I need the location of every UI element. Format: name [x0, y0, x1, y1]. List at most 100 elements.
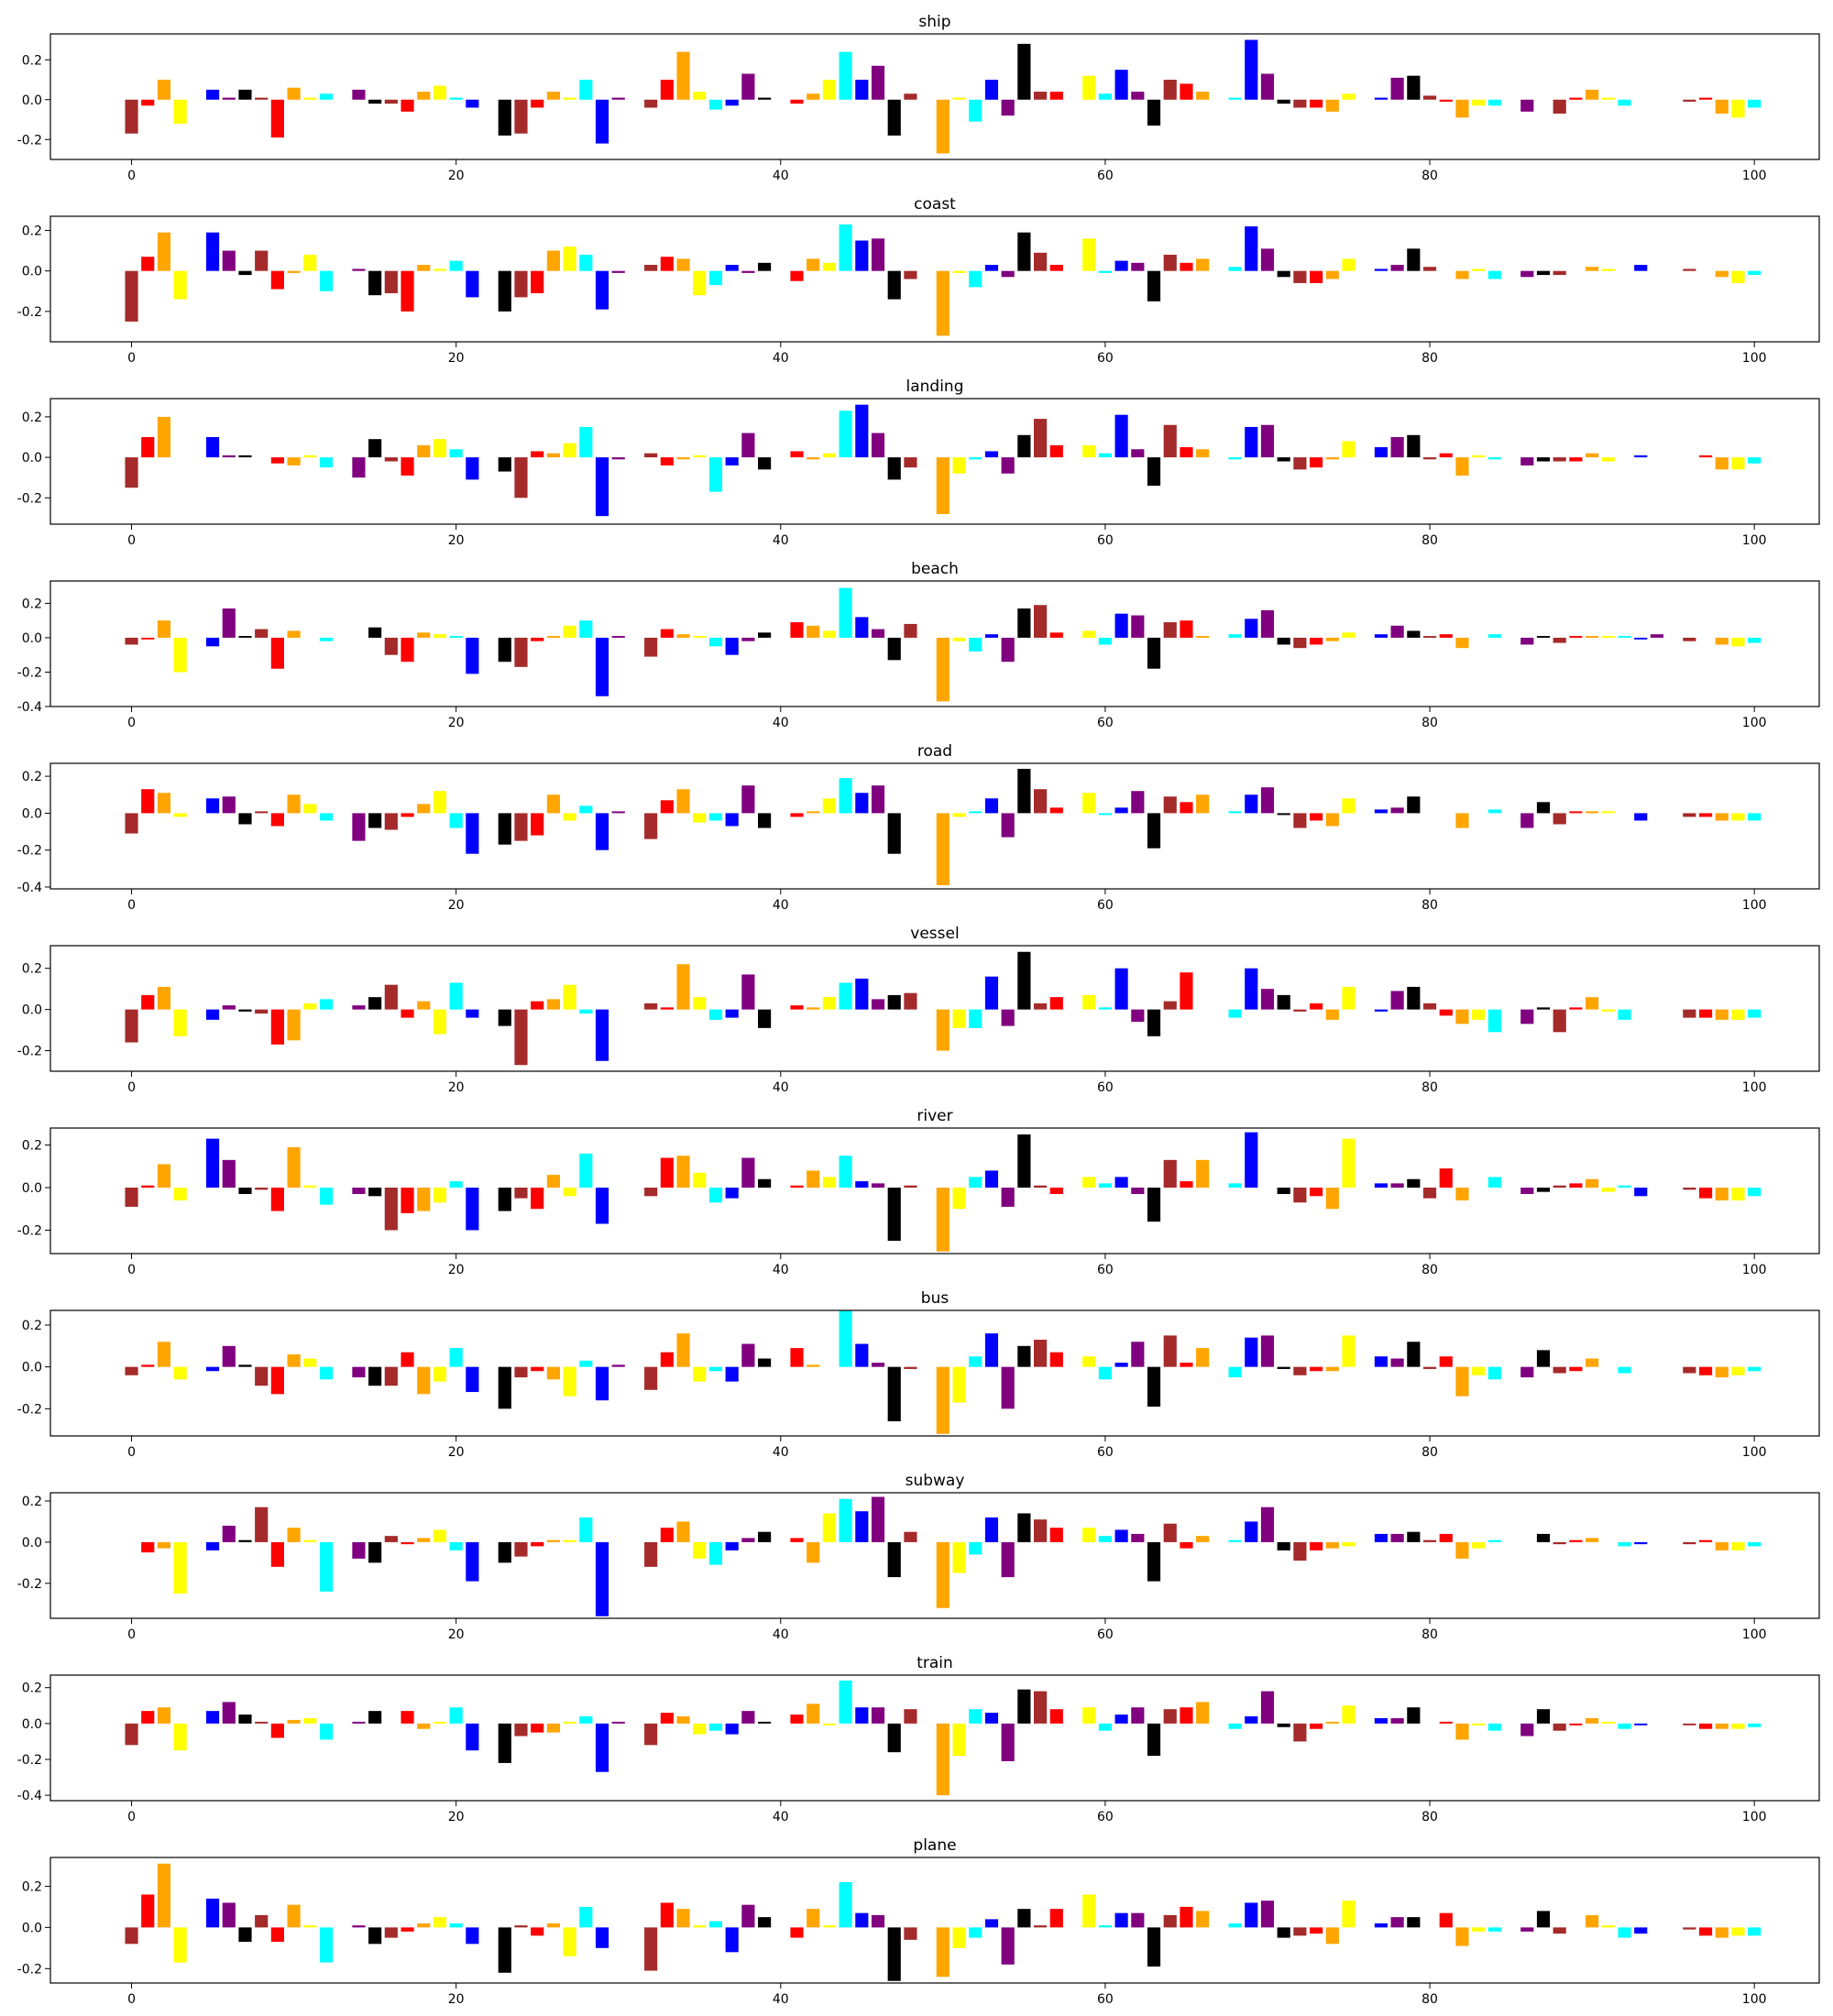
bar-bus-21 — [466, 1366, 479, 1393]
bar-river-20 — [449, 1181, 463, 1189]
bar-beach-57 — [1049, 632, 1063, 638]
x-tick-label: 0 — [127, 1263, 136, 1277]
bar-ship-91 — [1601, 97, 1615, 100]
bar-subway-78 — [1390, 1533, 1404, 1542]
bar-subway-18 — [417, 1538, 431, 1542]
bar-plane-90 — [1586, 1914, 1599, 1928]
bar-vessel-42 — [807, 1007, 820, 1010]
bar-ship-64 — [1163, 80, 1177, 100]
y-tick-label: -0.2 — [17, 844, 42, 859]
bar-road-70 — [1260, 787, 1275, 814]
x-tick-label: 0 — [127, 1992, 136, 2007]
bar-river-15 — [368, 1188, 382, 1197]
bar-river-18 — [417, 1188, 431, 1211]
subplot-plane: plane -0.2 0.0 0.2 0 20 40 60 80 100 — [17, 1836, 1820, 2007]
bar-coast-75 — [1342, 258, 1356, 271]
bar-road-77 — [1374, 809, 1388, 814]
bar-plane-65 — [1180, 1906, 1193, 1928]
bar-ship-14 — [352, 89, 366, 100]
bar-landing-36 — [708, 457, 723, 492]
bar-train-32 — [644, 1723, 658, 1746]
y-tick-label: 0.0 — [22, 631, 42, 646]
bar-bus-65 — [1180, 1363, 1193, 1367]
bar-river-37 — [725, 1188, 739, 1199]
bar-ship-100 — [1748, 99, 1762, 108]
bar-vessel-99 — [1731, 1009, 1745, 1020]
bar-subway-48 — [904, 1531, 917, 1542]
bar-plane-57 — [1049, 1909, 1063, 1928]
bar-ship-12 — [319, 93, 334, 100]
bar-train-24 — [514, 1723, 528, 1737]
bar-road-11 — [303, 804, 317, 814]
bar-plane-47 — [887, 1927, 901, 1981]
bar-vessel-6 — [222, 1005, 236, 1010]
bar-vessel-75 — [1342, 986, 1356, 1010]
bar-coast-60 — [1098, 270, 1112, 273]
bar-road-18 — [417, 804, 431, 814]
bar-beach-35 — [693, 636, 707, 638]
bar-coast-39 — [758, 262, 772, 271]
bar-road-27 — [563, 813, 576, 821]
bar-plane-60 — [1098, 1925, 1112, 1928]
bar-river-17 — [401, 1188, 414, 1213]
bar-train-65 — [1180, 1707, 1193, 1724]
axes-frame — [49, 1674, 1820, 1802]
bar-vessel-8 — [255, 1009, 269, 1014]
bar-plane-37 — [725, 1927, 739, 1953]
bar-road-57 — [1049, 807, 1063, 814]
bar-ship-29 — [595, 99, 609, 144]
axes-frame — [49, 1309, 1820, 1437]
bar-river-8 — [255, 1188, 269, 1190]
bar-plane-2 — [157, 1863, 171, 1928]
bar-river-25 — [531, 1188, 544, 1210]
bar-ship-25 — [531, 99, 544, 108]
bar-coast-65 — [1180, 262, 1193, 271]
y-tick-label: 0.0 — [22, 451, 42, 466]
bar-coast-9 — [270, 270, 284, 290]
bar-landing-80 — [1422, 457, 1437, 460]
x-tick-label: 80 — [1421, 898, 1438, 913]
bar-bus-92 — [1618, 1366, 1631, 1374]
bar-plane-16 — [384, 1927, 398, 1938]
bar-ship-86 — [1520, 99, 1534, 112]
bar-subway-25 — [531, 1541, 544, 1547]
x-tick-label: 0 — [127, 1445, 136, 1460]
bar-vessel-78 — [1390, 991, 1404, 1010]
bar-landing-39 — [758, 457, 772, 470]
bar-subway-1 — [141, 1541, 155, 1553]
bar-ship-51 — [952, 97, 966, 100]
bar-subway-14 — [352, 1541, 366, 1559]
bar-beach-72 — [1293, 637, 1307, 649]
bar-ship-96 — [1683, 99, 1696, 102]
bar-plane-86 — [1520, 1927, 1534, 1932]
bar-landing-63 — [1147, 457, 1161, 487]
bar-road-34 — [676, 789, 690, 814]
bar-subway-93 — [1634, 1541, 1648, 1545]
bar-landing-91 — [1601, 457, 1615, 462]
bar-ship-84 — [1487, 99, 1501, 106]
bar-plane-9 — [270, 1927, 284, 1943]
bar-landing-42 — [807, 457, 820, 460]
bar-plane-100 — [1748, 1927, 1762, 1936]
y-tick-label: -0.4 — [17, 1789, 42, 1803]
bar-ship-63 — [1147, 99, 1161, 126]
bar-river-35 — [693, 1172, 707, 1189]
bar-vessel-14 — [352, 1005, 366, 1010]
bar-river-78 — [1390, 1183, 1404, 1189]
bar-vessel-38 — [741, 974, 755, 1010]
bar-road-2 — [157, 793, 171, 814]
bar-bus-62 — [1131, 1342, 1145, 1367]
bar-landing-30 — [611, 457, 625, 460]
bar-coast-73 — [1310, 270, 1323, 283]
subplot-beach: beach -0.4 -0.2 0.0 0.2 0 20 40 60 80 100 — [17, 560, 1820, 730]
bar-river-3 — [173, 1188, 187, 1200]
bar-ship-97 — [1698, 97, 1713, 100]
bar-river-63 — [1147, 1188, 1161, 1222]
x-tick-label: 80 — [1421, 1992, 1438, 2007]
y-tick-label: -0.2 — [17, 1753, 42, 1768]
bar-landing-34 — [676, 457, 690, 460]
bar-road-10 — [287, 794, 301, 814]
bar-beach-51 — [952, 637, 966, 641]
bar-ship-47 — [887, 99, 901, 136]
bar-bus-7 — [238, 1364, 252, 1367]
